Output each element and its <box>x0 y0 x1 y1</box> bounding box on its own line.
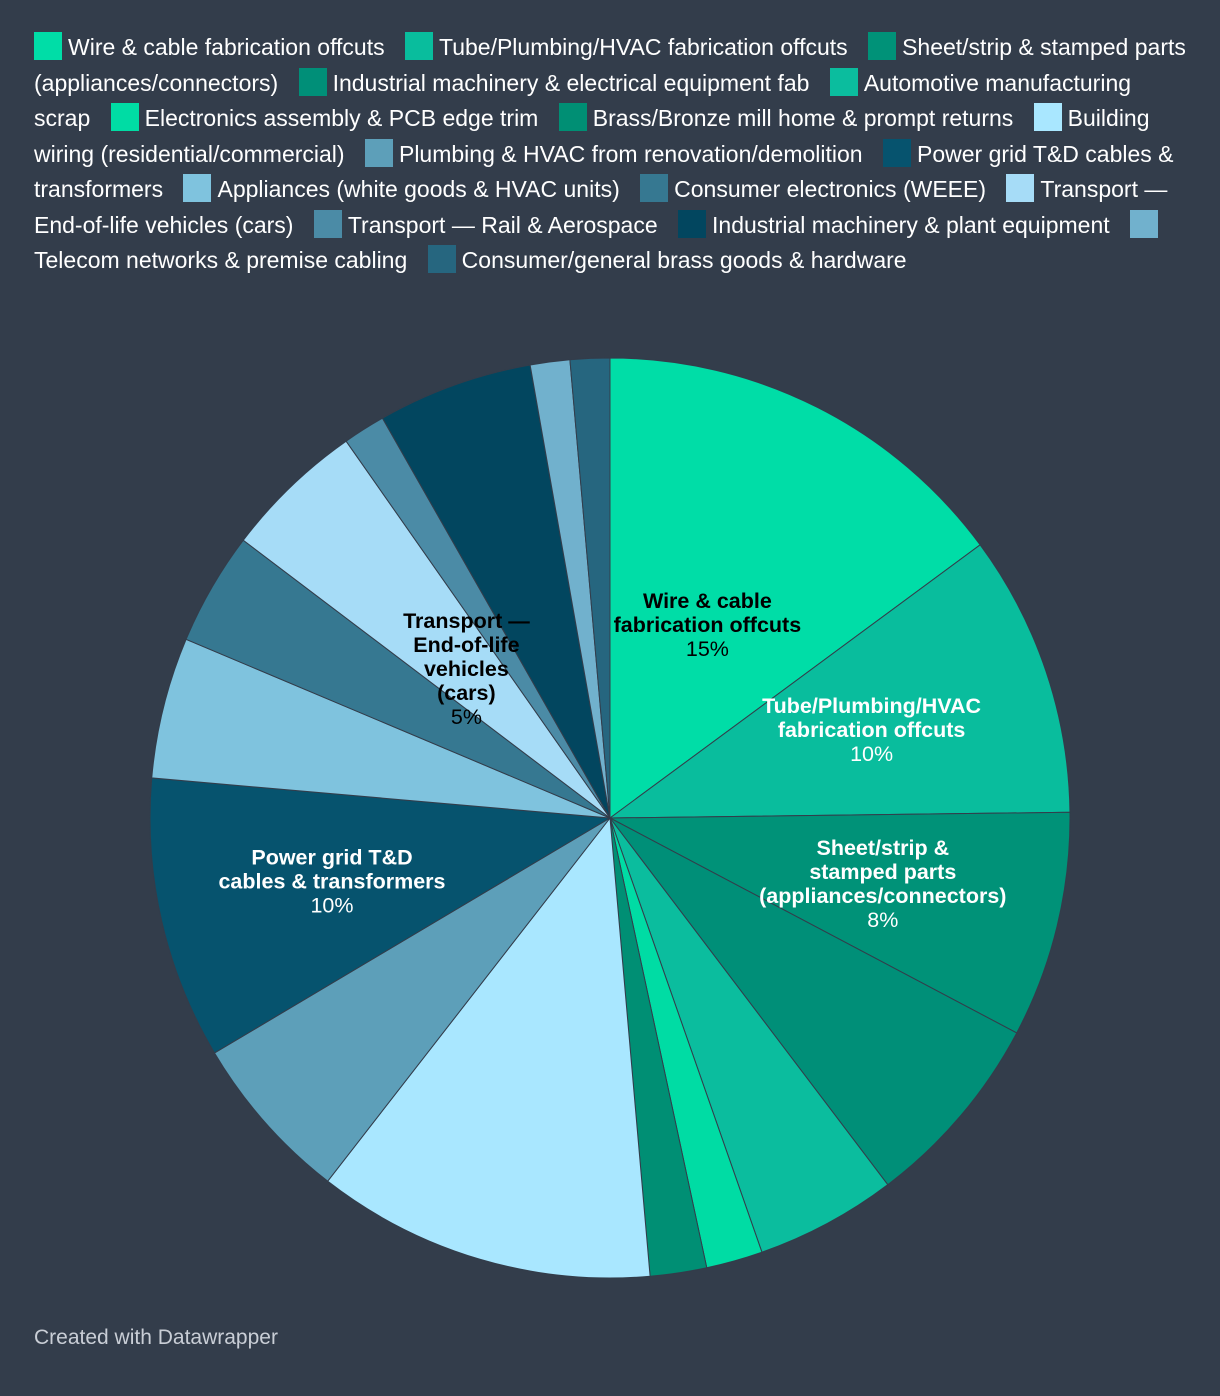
legend-label: Building wiring (residential/commercial) <box>34 105 1150 167</box>
legend-swatch <box>678 209 707 238</box>
legend-swatch <box>558 103 587 131</box>
legend-item: Plumbing & HVAC from renovation/demoliti… <box>364 138 863 167</box>
legend-label: Industrial machinery & plant equipment <box>712 211 1110 238</box>
pie-slice[interactable] <box>608 544 1071 819</box>
pie-slice[interactable] <box>326 816 651 1279</box>
legend-item: Automotive manufacturing scrap <box>34 67 1132 132</box>
legend-swatch <box>298 67 327 96</box>
legend-item: Transport — Rail & Aerospace <box>313 209 658 238</box>
chart-legend: Wire & cable fabrication offcuts Tube/Pl… <box>34 30 1189 279</box>
legend-swatch <box>640 174 669 202</box>
legend-item: Industrial machinery & electrical equipm… <box>298 67 810 96</box>
slice-label-line: Power grid T&D <box>251 846 412 870</box>
legend-label: Tube/Plumbing/HVAC fabrication offcuts <box>439 34 848 60</box>
legend-swatch <box>427 245 456 273</box>
legend-item: Sheet/strip & stamped parts (appliances/… <box>34 32 1186 96</box>
legend-label: Wire & cable fabrication offcuts <box>68 34 385 60</box>
legend-item: Electronics assembly & PCB edge trim <box>110 103 539 131</box>
slice-percent-label: 15% <box>686 637 729 661</box>
pie-slice[interactable] <box>569 357 611 819</box>
legend-label: Appliances (white goods & HVAC units) <box>217 176 620 202</box>
legend-label: Transport — End-of-life vehicles (cars) <box>34 176 1168 238</box>
legend-label: Telecom networks & premise cabling <box>34 247 408 273</box>
slice-label-line: Sheet/strip & <box>816 836 949 860</box>
legend-item: Brass/Bronze mill home & prompt returns <box>558 103 1014 131</box>
pie-slice[interactable] <box>609 811 1071 1034</box>
slice-label-line: fabrication offcuts <box>614 613 802 637</box>
legend-swatch <box>110 103 139 131</box>
pie-slice[interactable] <box>242 440 611 819</box>
slice-label: Sheet/strip & stamped parts (appliances/co… <box>759 836 1006 932</box>
slice-label-line: End-of-life <box>413 633 519 657</box>
legend-label: Transport — Rail & Aerospace <box>347 211 658 238</box>
legend-label: Power grid T&D cables & transformers <box>34 140 1174 203</box>
slice-label-line: vehicles <box>424 657 509 681</box>
slice-percent-label: 8% <box>867 908 898 932</box>
legend-swatch <box>1130 209 1159 238</box>
slice-label-line: stamped parts <box>809 860 956 884</box>
legend-swatch <box>829 67 858 96</box>
slice-label: Tube/Plumbing/HVAC fabrication offcuts 10% <box>762 694 981 766</box>
slice-label-line: (appliances/connectors) <box>759 884 1006 908</box>
pie-slice[interactable] <box>381 364 611 819</box>
legend-swatch <box>313 209 342 238</box>
slice-percent-label: 10% <box>310 894 353 918</box>
slice-percent-label: 10% <box>850 742 893 766</box>
legend-item: Industrial machinery & plant equipment <box>678 209 1110 238</box>
legend-swatch <box>1033 103 1062 131</box>
legend-label: Automotive manufacturing scrap <box>34 69 1132 132</box>
credit-footer: Created with Datawrapper <box>34 1326 278 1349</box>
legend-item: Telecom networks & premise cabling <box>34 209 1164 273</box>
legend-label: Consumer electronics (WEEE) <box>674 176 986 202</box>
legend-item: Power grid T&D cables & transformers <box>34 138 1174 203</box>
legend-swatch <box>868 32 897 60</box>
legend-swatch <box>883 138 911 167</box>
legend-label: Consumer/general brass goods & hardware <box>461 247 907 273</box>
legend-item: Tube/Plumbing/HVAC fabrication offcuts <box>405 32 848 60</box>
pie-slice[interactable] <box>609 817 889 1253</box>
pie-slice[interactable] <box>149 777 612 1054</box>
legend-item: Wire & cable fabrication offcuts <box>34 32 385 60</box>
pie-slice[interactable] <box>213 817 611 1182</box>
legend-swatch <box>34 32 62 60</box>
slice-label-line: Tube/Plumbing/HVAC <box>762 694 981 718</box>
legend-item: Appliances (white goods & HVAC units) <box>183 174 620 202</box>
pie-slice[interactable] <box>151 638 611 819</box>
slice-label: Power grid T&D cables & transformers 10% <box>218 846 445 918</box>
legend-swatch <box>364 138 393 167</box>
legend-swatch <box>183 174 212 202</box>
legend-item: Building wiring (residential/commercial) <box>34 103 1150 167</box>
legend-label: Sheet/strip & stamped parts (appliances/… <box>34 34 1186 96</box>
slice-label: Wire & cable fabrication offcuts 15% <box>614 589 802 661</box>
pie-slice[interactable] <box>609 817 1018 1186</box>
slice-label-line: cables & transformers <box>218 870 445 894</box>
legend-item: Consumer/general brass goods & hardware <box>427 245 907 273</box>
legend-swatch <box>1006 174 1035 202</box>
slice-label-line: fabrication offcuts <box>778 718 966 742</box>
pie-slice[interactable] <box>609 357 981 819</box>
slice-label: Transport — End-of-life vehicles (cars) 5% <box>403 609 530 729</box>
legend-label: Industrial machinery & electrical equipm… <box>332 69 810 96</box>
slice-label-line: (cars) <box>437 681 496 705</box>
legend-item: Transport — End-of-life vehicles (cars) <box>34 174 1168 238</box>
legend-item: Consumer electronics (WEEE) <box>640 174 986 202</box>
legend-label: Electronics assembly & PCB edge trim <box>144 105 539 131</box>
legend-label: Brass/Bronze mill home & prompt returns <box>592 105 1014 131</box>
slice-label-line: Wire & cable <box>643 589 772 613</box>
legend-label: Plumbing & HVAC from renovation/demoliti… <box>398 140 863 167</box>
slice-label-line: Transport — <box>403 609 530 633</box>
legend-swatch <box>405 32 433 60</box>
slice-percent-label: 5% <box>451 705 482 729</box>
